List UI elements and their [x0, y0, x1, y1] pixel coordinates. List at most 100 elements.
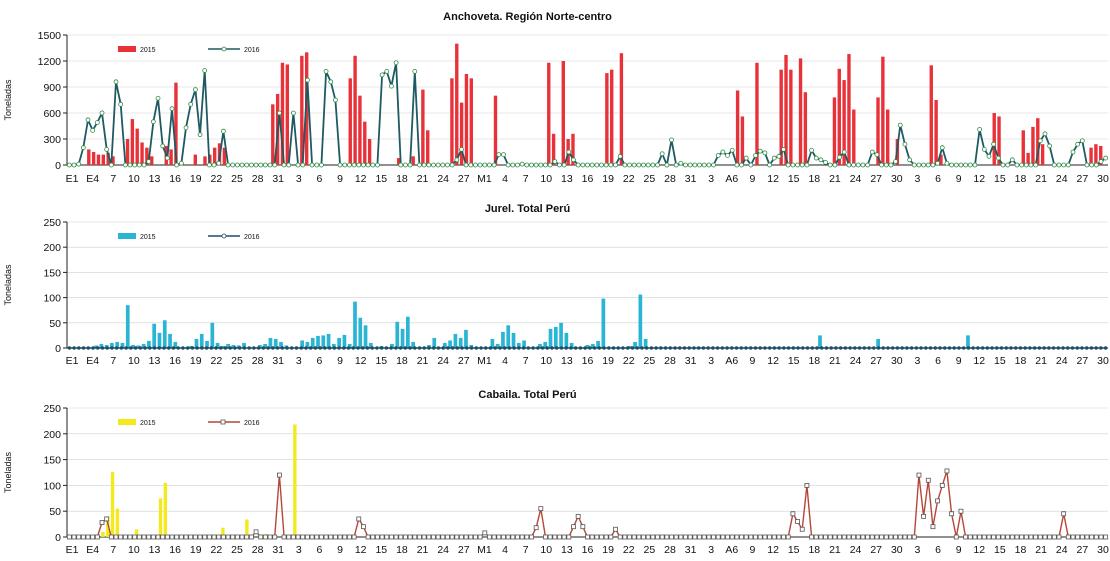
x-tick-label: 12: [973, 544, 985, 556]
point-2016: [692, 346, 696, 350]
point-2016: [403, 534, 408, 540]
point-2016: [183, 125, 189, 131]
point-2016: [214, 346, 218, 350]
point-2016: [617, 534, 623, 540]
point-2016: [454, 534, 460, 540]
point-2016: [933, 346, 937, 350]
bar-2015: [1094, 144, 1098, 165]
point-2016: [977, 127, 983, 132]
y-tick-label: 250: [43, 217, 61, 229]
point-2016: [682, 346, 687, 350]
point-2016: [162, 346, 166, 350]
bar-2015: [455, 43, 459, 165]
point-2016: [627, 162, 632, 168]
x-tick-label: 25: [231, 544, 243, 556]
point-2016: [607, 346, 611, 350]
point-2016: [862, 346, 867, 350]
bar-2015: [221, 527, 225, 537]
bar-2015: [1089, 147, 1093, 165]
point-2016: [809, 147, 814, 153]
bar-2015: [353, 301, 357, 348]
bar-2015: [173, 341, 178, 348]
point-2016: [995, 534, 1001, 540]
point-2016: [976, 346, 980, 350]
y-tick-label: 150: [43, 455, 61, 467]
point-2016: [1084, 534, 1090, 540]
point-2016: [262, 534, 268, 540]
x-tick-label: 13: [561, 544, 573, 556]
point-2016: [617, 153, 623, 159]
point-2016: [589, 162, 595, 168]
x-tick-label: 9: [956, 544, 962, 556]
point-2016: [1098, 159, 1104, 164]
x-tick-label: 10: [128, 173, 140, 185]
x-tick-label: A6: [725, 173, 738, 185]
point-2016: [1051, 346, 1056, 350]
bar-2015: [553, 326, 558, 348]
point-2016: [488, 346, 493, 350]
x-tick-label: 18: [1015, 544, 1027, 556]
point-2016: [895, 346, 900, 350]
point-2016: [1051, 534, 1057, 540]
point-2016: [611, 346, 616, 350]
point-2016: [384, 346, 389, 350]
point-2016: [333, 534, 338, 540]
point-2016: [408, 346, 412, 350]
bar-2015: [199, 333, 204, 348]
point-2016: [188, 534, 194, 540]
point-2016: [645, 534, 651, 540]
x-tick-label: 9: [750, 544, 756, 556]
bar-2015: [347, 343, 352, 348]
bar-2015: [516, 342, 521, 348]
point-2016: [1033, 534, 1039, 540]
point-2016: [238, 346, 242, 350]
point-2016: [687, 162, 693, 168]
point-2016: [150, 119, 156, 125]
bar-2015: [1036, 118, 1040, 165]
y-tick-label: 0: [55, 532, 61, 544]
point-2016: [659, 346, 663, 350]
point-2016: [1070, 149, 1076, 155]
point-2016: [613, 162, 618, 168]
bar-2015: [106, 152, 110, 165]
bar-2015: [337, 337, 341, 348]
x-tick-label: 24: [1056, 355, 1068, 367]
x-tick-label: 6: [317, 544, 323, 556]
point-2016: [622, 162, 628, 168]
point-2016: [421, 534, 427, 540]
point-2016: [729, 534, 735, 540]
bar-2015: [101, 154, 106, 165]
x-tick-label: 24: [850, 355, 862, 367]
bar-2015: [1099, 145, 1103, 165]
point-2016: [234, 162, 240, 168]
point-2016: [781, 534, 786, 540]
x-tick-label: E1: [66, 173, 79, 185]
point-2016: [484, 346, 488, 350]
point-2016: [1023, 346, 1027, 350]
point-2016: [299, 346, 303, 350]
point-2016: [893, 534, 898, 540]
bar-2015: [120, 342, 125, 348]
point-2016: [739, 346, 743, 350]
point-2016: [636, 534, 642, 540]
bar-2015: [174, 82, 178, 165]
point-2016: [445, 162, 450, 168]
point-2016: [580, 524, 586, 530]
point-2016: [818, 157, 824, 163]
x-tick-label: 28: [664, 544, 676, 556]
legend-swatch-2015: [118, 233, 136, 239]
point-2016: [543, 534, 548, 540]
y-tick-label: 300: [43, 134, 61, 146]
bar-2015: [522, 340, 526, 348]
point-2016: [460, 346, 464, 350]
bar-2015: [110, 342, 114, 348]
y-tick-label: 1200: [38, 56, 62, 68]
point-2016: [571, 157, 576, 163]
point-2016: [855, 534, 861, 540]
point-2016: [459, 534, 464, 540]
point-2016: [763, 346, 767, 350]
bar-2015: [740, 116, 745, 165]
point-2016: [211, 162, 217, 168]
point-2016: [351, 534, 357, 540]
bar-2015: [99, 343, 104, 348]
